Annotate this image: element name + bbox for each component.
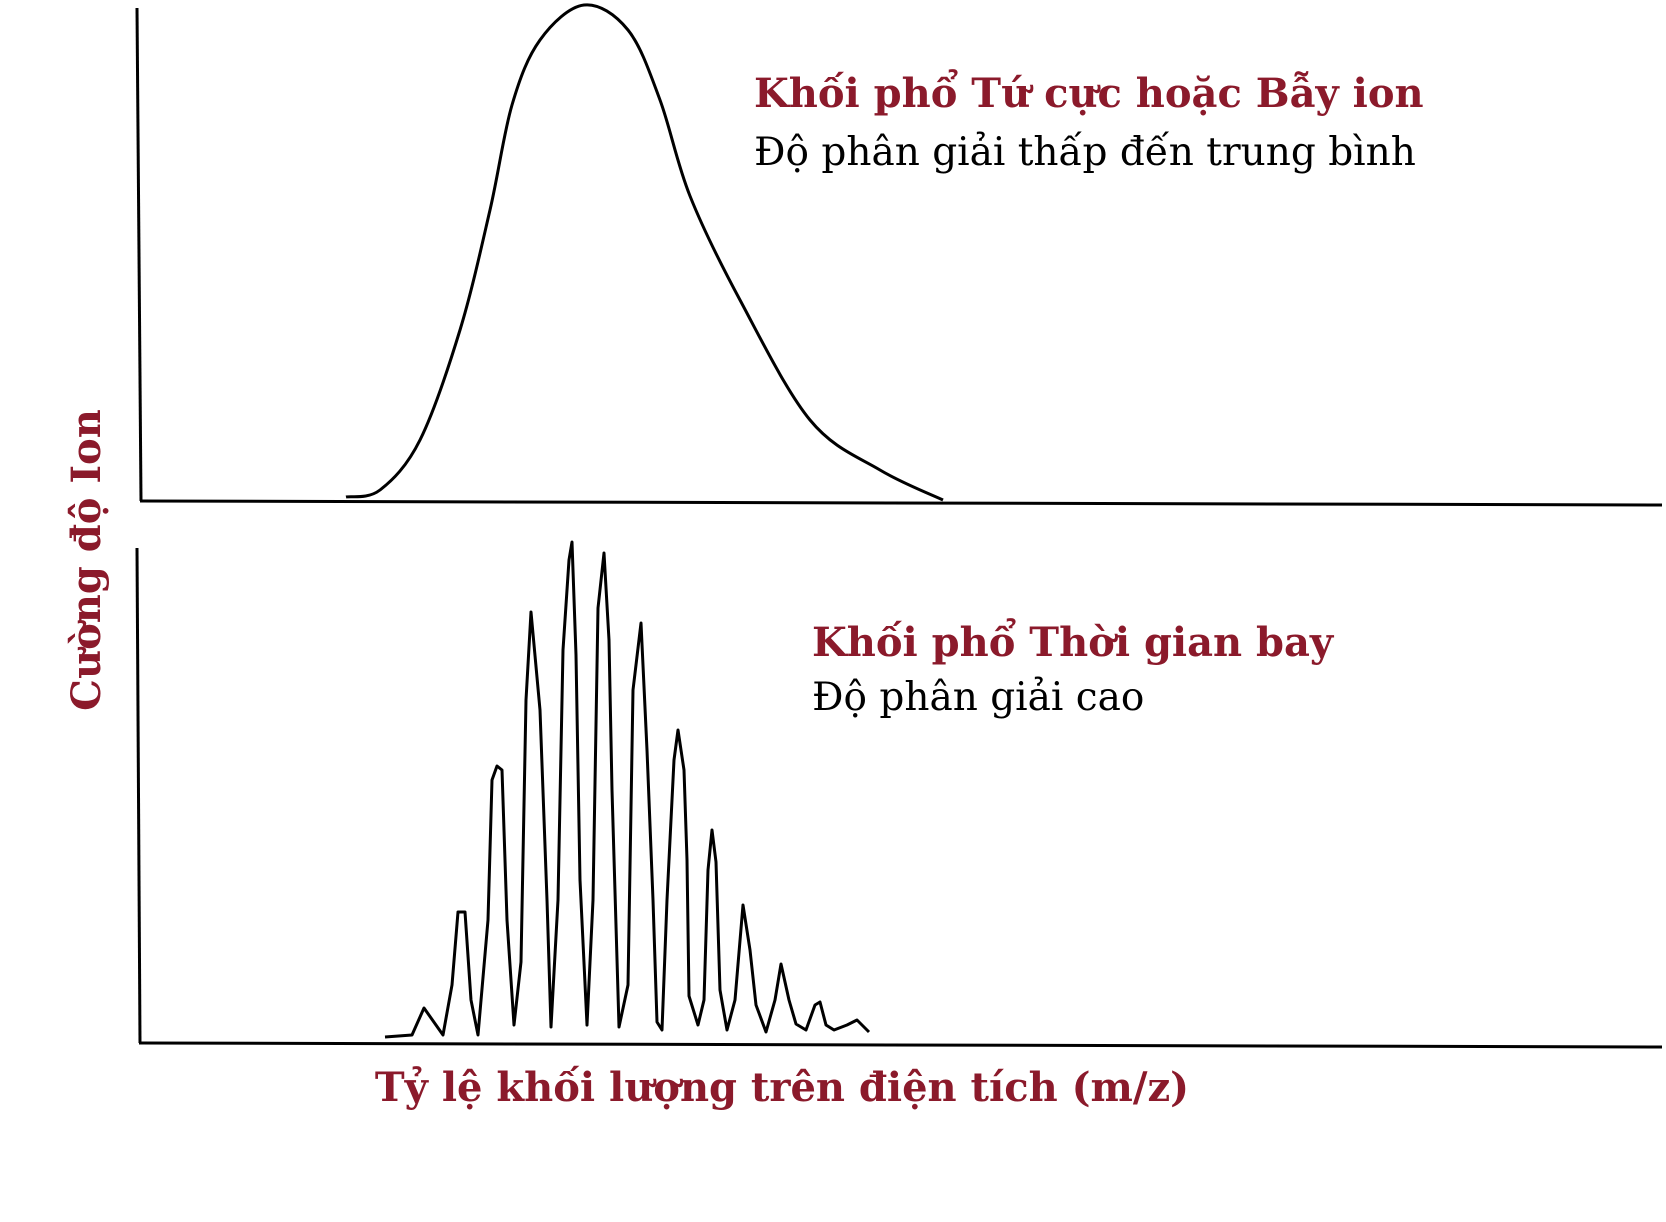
low-resolution-peak-curve bbox=[345, 3, 944, 502]
top-y-axis bbox=[135, 7, 143, 502]
top-panel: Khối phổ Tứ cực hoặc Bẫy ion Độ phân giả… bbox=[135, 3, 1663, 507]
top-panel-title: Khối phổ Tứ cực hoặc Bẫy ion bbox=[754, 70, 1424, 117]
bottom-x-axis bbox=[138, 1041, 1663, 1049]
top-panel-subtitle: Độ phân giải thấp đến trung bình bbox=[754, 130, 1416, 175]
bottom-y-axis bbox=[135, 547, 142, 1044]
top-x-axis bbox=[139, 499, 1663, 507]
bottom-panel-subtitle: Độ phân giải cao bbox=[812, 675, 1144, 720]
x-axis-label: Tỷ lệ khối lượng trên điện tích (m/z) bbox=[375, 1064, 1189, 1111]
y-axis-label: Cường độ Ion bbox=[63, 409, 110, 711]
bottom-panel: Khối phổ Thời gian bay Độ phân giải cao bbox=[135, 540, 1663, 1049]
high-resolution-peaks-curve bbox=[384, 540, 871, 1039]
bottom-panel-title: Khối phổ Thời gian bay bbox=[812, 619, 1335, 666]
